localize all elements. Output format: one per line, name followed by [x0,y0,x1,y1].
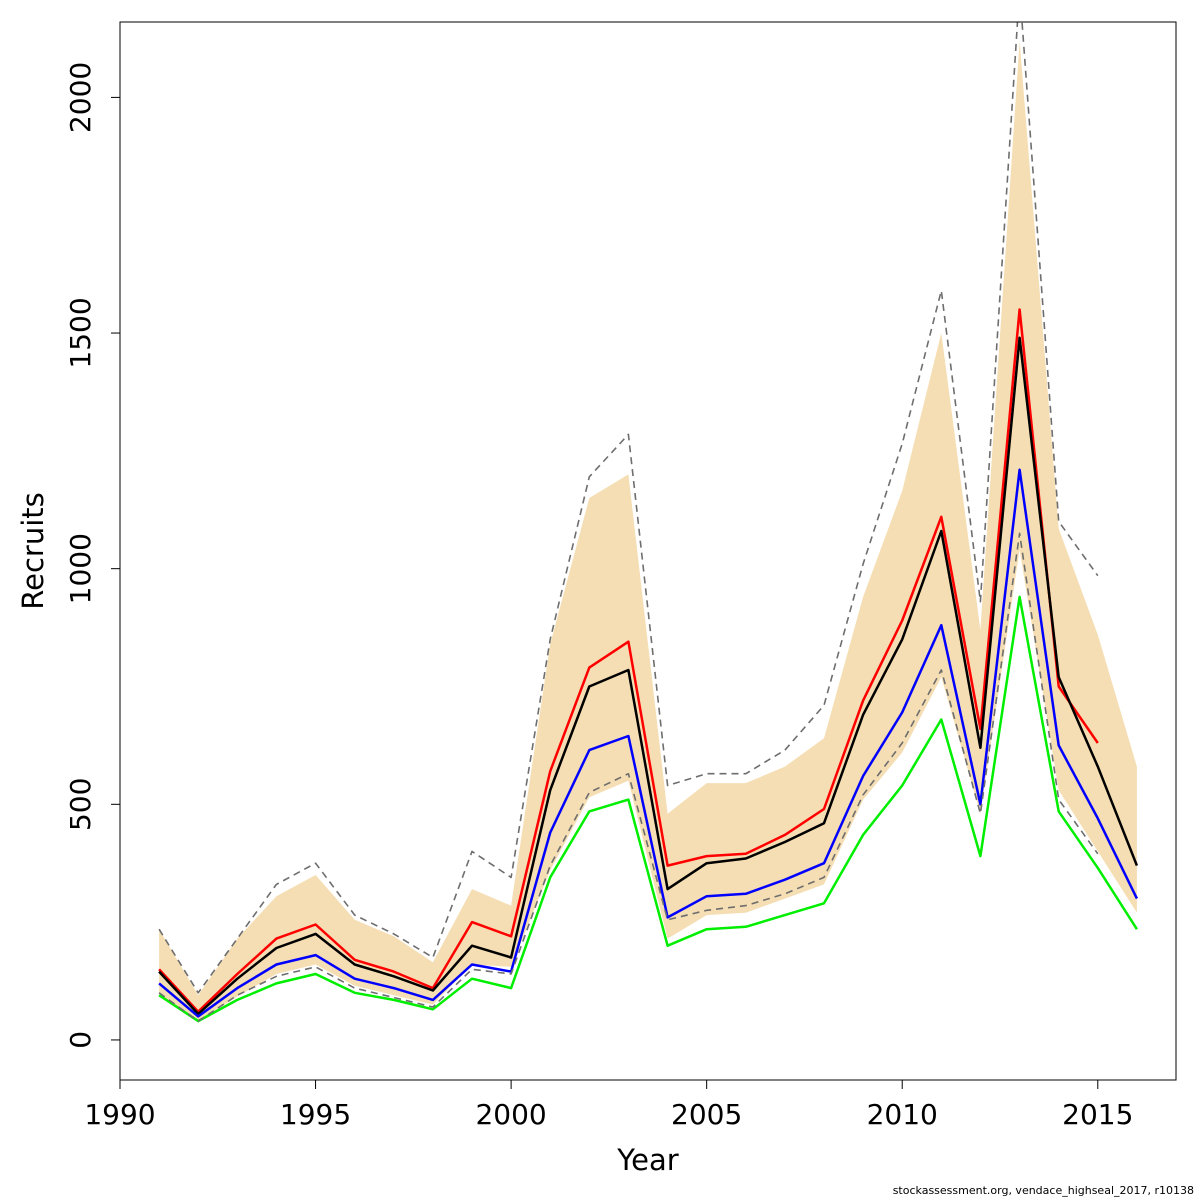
x-tick-label: 1990 [84,1098,155,1131]
series-line-4 [158,595,1138,1023]
series-line-1 [158,308,1099,1013]
y-tick-label: 0 [64,1031,97,1049]
x-tick-label: 1995 [280,1098,351,1131]
plot-area [158,22,1139,1023]
y-tick-label: 1500 [64,297,97,368]
x-axis: 1990 1995 2000 2005 2010 2015 [84,1079,1133,1131]
y-axis: 0 500 1000 1500 2000 [64,62,121,1049]
y-tick-label: 2000 [64,62,97,133]
y-tick-label: 1000 [64,533,97,604]
x-tick-label: 2015 [1062,1098,1133,1131]
series-line-2 [158,336,1139,1016]
y-axis-title: Recruits [16,492,50,609]
x-tick-label: 2005 [671,1098,742,1131]
series-line-6 [158,532,1099,1022]
y-tick-label: 500 [64,778,97,831]
x-tick-label: 2000 [475,1098,546,1131]
series-line-3 [158,468,1139,1018]
x-axis-title: Year [616,1143,678,1177]
footer-credit: stockassessment.org, vendace_highseal_20… [892,1184,1194,1197]
series-line-5 [158,22,1099,994]
x-tick-label: 2010 [867,1098,938,1131]
